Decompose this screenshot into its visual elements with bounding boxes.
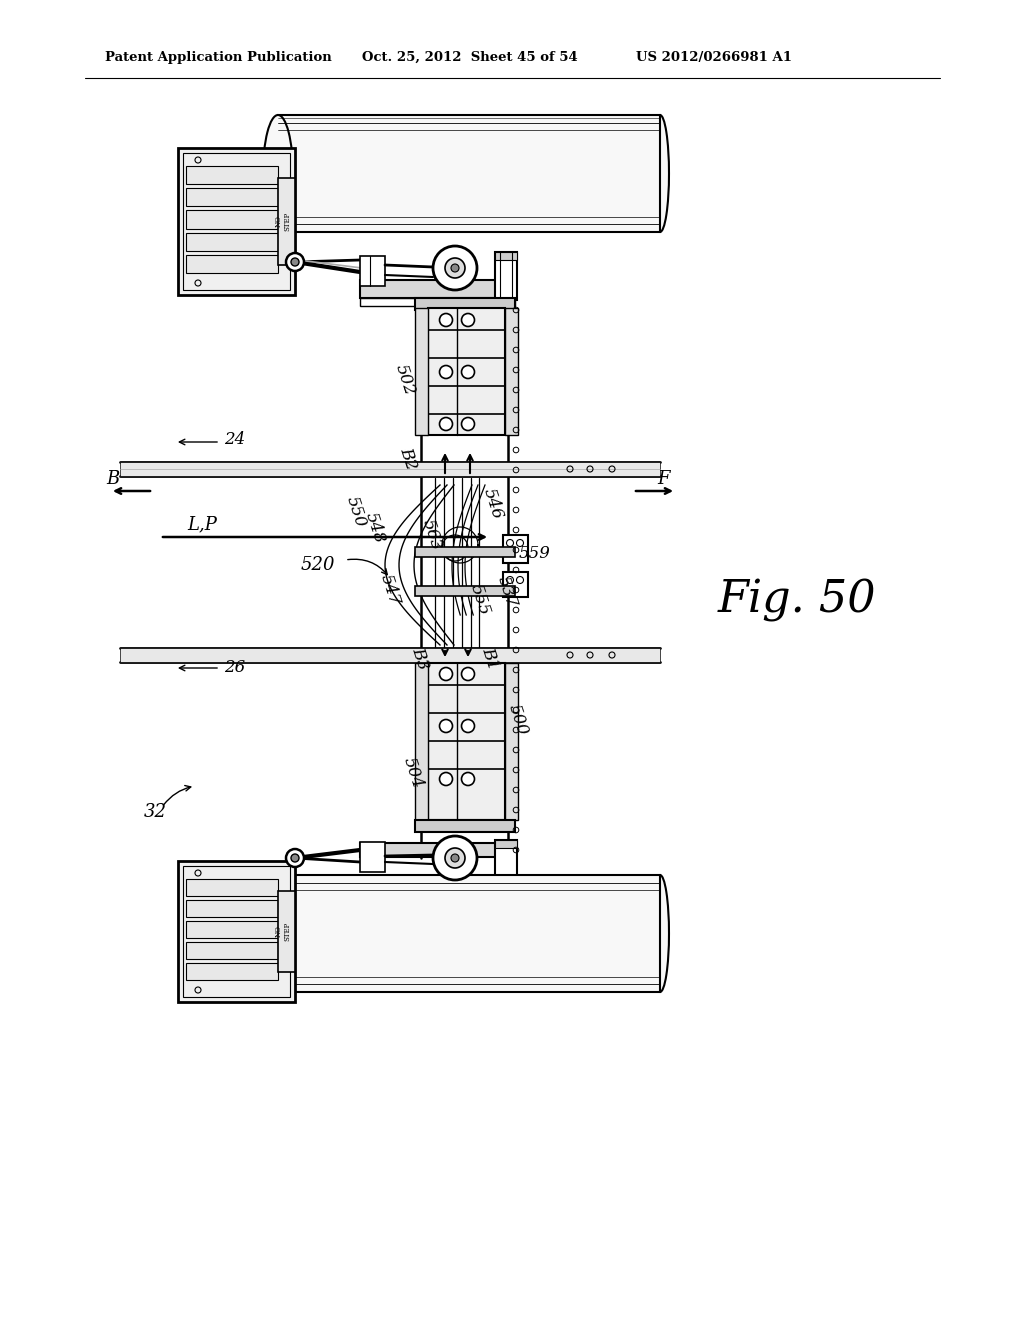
Text: 555: 555 — [467, 582, 493, 618]
Bar — [495, 840, 517, 847]
Circle shape — [286, 849, 304, 867]
Text: 547: 547 — [377, 572, 403, 607]
Bar — [186, 879, 278, 896]
Ellipse shape — [263, 115, 293, 232]
Bar — [186, 189, 278, 206]
Bar — [186, 921, 278, 939]
Bar — [178, 861, 295, 1002]
Circle shape — [462, 719, 474, 733]
Text: 504: 504 — [400, 755, 426, 791]
Circle shape — [291, 854, 299, 862]
Circle shape — [433, 246, 477, 290]
Bar — [186, 964, 278, 979]
Text: 32: 32 — [143, 803, 167, 821]
Text: 559: 559 — [519, 545, 551, 562]
Text: 500: 500 — [505, 702, 531, 738]
Bar — [278, 115, 660, 232]
Text: 563: 563 — [419, 517, 445, 553]
Circle shape — [291, 257, 299, 267]
Bar — [183, 866, 290, 997]
Bar — [178, 148, 295, 294]
Text: NO
STEP: NO STEP — [274, 921, 292, 941]
Circle shape — [462, 314, 474, 326]
Bar — [503, 572, 528, 597]
Circle shape — [433, 836, 477, 880]
Text: 548: 548 — [362, 511, 388, 545]
Bar — [278, 891, 295, 972]
Bar — [186, 166, 278, 185]
Circle shape — [439, 719, 453, 733]
Bar — [428, 308, 505, 436]
Circle shape — [451, 854, 459, 862]
Text: US 2012/0266981 A1: US 2012/0266981 A1 — [636, 50, 792, 63]
Bar — [360, 843, 515, 857]
Bar — [415, 663, 428, 820]
Bar — [505, 663, 518, 820]
Bar — [120, 648, 660, 663]
Bar — [360, 256, 385, 286]
Bar — [415, 820, 515, 832]
Circle shape — [439, 772, 453, 785]
Text: L,P: L,P — [187, 515, 217, 533]
Ellipse shape — [651, 875, 669, 993]
Bar — [183, 153, 290, 290]
Text: B1: B1 — [478, 644, 502, 672]
Circle shape — [439, 668, 453, 681]
Text: Patent Application Publication: Patent Application Publication — [105, 50, 332, 63]
Circle shape — [462, 772, 474, 785]
Bar — [503, 535, 528, 564]
Text: 537: 537 — [494, 574, 520, 610]
Circle shape — [451, 264, 459, 272]
Text: 502: 502 — [392, 362, 418, 397]
Bar — [120, 462, 660, 477]
Bar — [415, 308, 428, 436]
Circle shape — [462, 366, 474, 379]
Text: 520: 520 — [301, 556, 335, 574]
Ellipse shape — [651, 115, 669, 232]
Text: F: F — [657, 470, 671, 488]
Bar — [360, 842, 385, 873]
Bar — [505, 308, 518, 436]
Bar — [495, 252, 517, 300]
Bar — [186, 900, 278, 917]
Text: B2: B2 — [396, 445, 420, 471]
Text: NO
STEP: NO STEP — [274, 213, 292, 231]
Bar — [186, 232, 278, 251]
Text: B3: B3 — [409, 644, 432, 672]
Text: 550: 550 — [343, 494, 369, 529]
Circle shape — [462, 668, 474, 681]
Bar — [186, 255, 278, 273]
Text: B: B — [106, 470, 120, 488]
Circle shape — [439, 314, 453, 326]
Bar — [278, 875, 660, 993]
Bar — [186, 210, 278, 228]
Circle shape — [439, 366, 453, 379]
Bar — [415, 586, 515, 597]
Bar — [495, 840, 517, 888]
Circle shape — [445, 847, 465, 869]
Bar — [428, 663, 505, 820]
Text: 24: 24 — [224, 432, 246, 449]
Bar — [415, 298, 515, 310]
Bar — [495, 252, 517, 260]
Bar — [360, 298, 515, 306]
Circle shape — [445, 257, 465, 279]
Bar — [360, 280, 515, 298]
Ellipse shape — [263, 875, 293, 993]
Text: 26: 26 — [224, 659, 246, 676]
Text: Fig. 50: Fig. 50 — [718, 578, 877, 622]
Text: 546: 546 — [480, 486, 506, 521]
Bar — [278, 178, 295, 265]
Bar — [415, 546, 515, 557]
Text: Oct. 25, 2012  Sheet 45 of 54: Oct. 25, 2012 Sheet 45 of 54 — [362, 50, 578, 63]
Bar — [186, 942, 278, 960]
Circle shape — [439, 417, 453, 430]
Circle shape — [462, 417, 474, 430]
Circle shape — [286, 253, 304, 271]
